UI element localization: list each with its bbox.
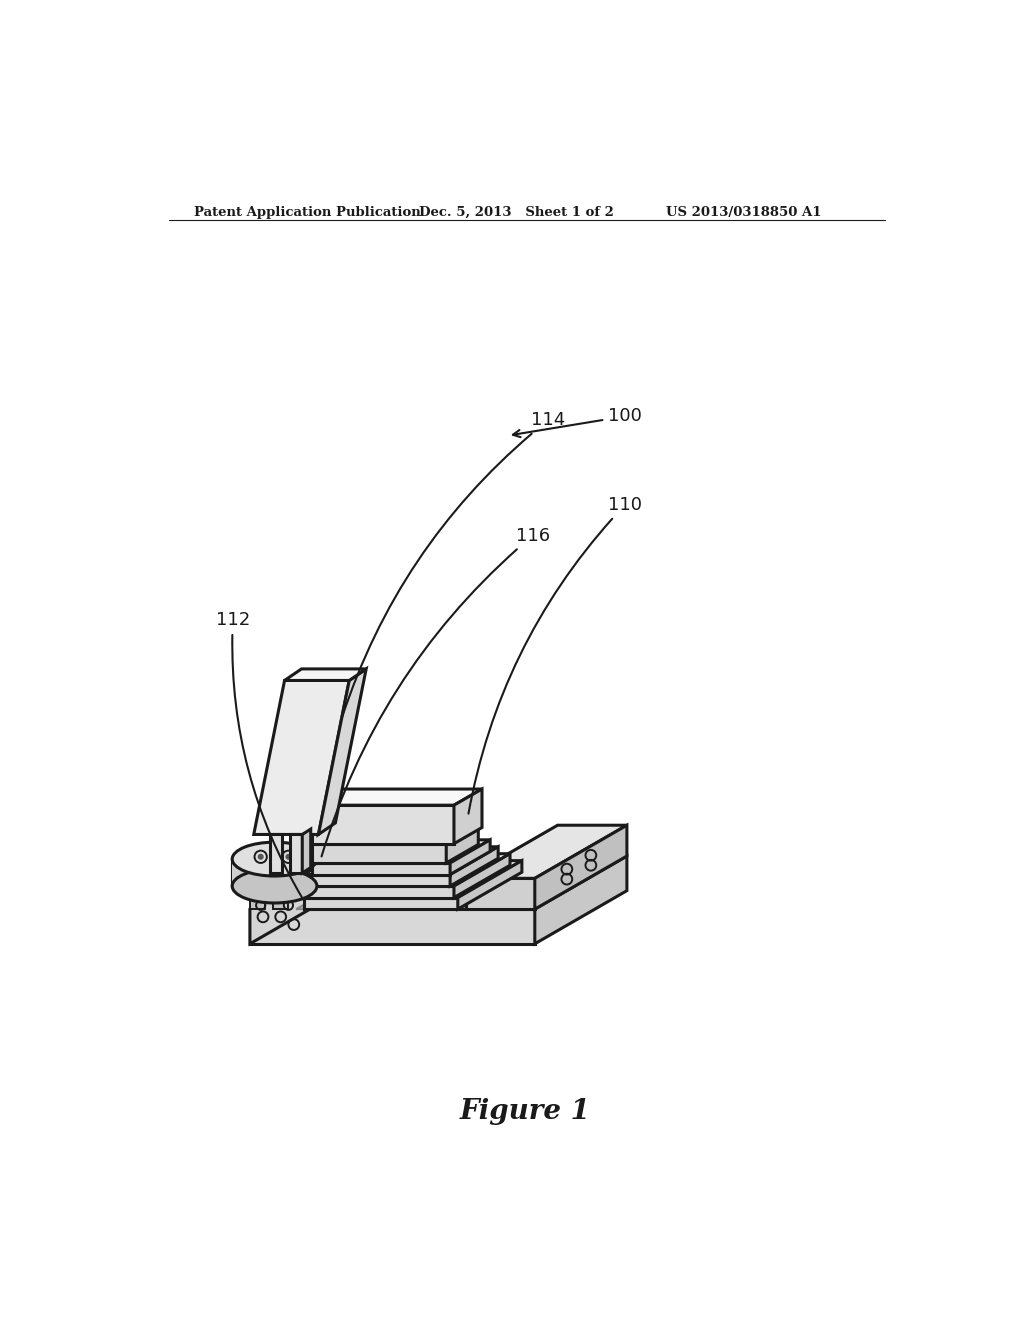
Polygon shape xyxy=(466,878,535,909)
Ellipse shape xyxy=(232,869,316,903)
Polygon shape xyxy=(311,863,451,875)
Polygon shape xyxy=(342,857,440,909)
Polygon shape xyxy=(311,805,454,843)
Polygon shape xyxy=(304,875,451,886)
Polygon shape xyxy=(311,825,478,843)
Ellipse shape xyxy=(416,876,462,888)
Polygon shape xyxy=(270,834,283,873)
Text: Dec. 5, 2013   Sheet 1 of 2: Dec. 5, 2013 Sheet 1 of 2 xyxy=(419,206,614,219)
Polygon shape xyxy=(250,857,627,909)
Ellipse shape xyxy=(232,842,316,876)
Polygon shape xyxy=(311,840,490,863)
Polygon shape xyxy=(535,857,627,944)
Text: 100: 100 xyxy=(513,408,642,437)
Polygon shape xyxy=(454,789,482,843)
Polygon shape xyxy=(273,900,289,909)
Polygon shape xyxy=(451,847,498,886)
Polygon shape xyxy=(466,825,627,878)
Circle shape xyxy=(258,854,263,859)
Polygon shape xyxy=(535,825,627,909)
Polygon shape xyxy=(250,909,535,944)
Polygon shape xyxy=(250,900,265,909)
Polygon shape xyxy=(290,834,302,873)
Polygon shape xyxy=(232,859,316,886)
Polygon shape xyxy=(254,681,349,834)
Polygon shape xyxy=(311,789,482,805)
Polygon shape xyxy=(304,861,522,898)
Text: 114: 114 xyxy=(342,412,565,717)
Text: 116: 116 xyxy=(322,527,550,857)
Polygon shape xyxy=(454,854,510,898)
Polygon shape xyxy=(458,861,522,909)
Circle shape xyxy=(286,854,291,859)
Polygon shape xyxy=(419,857,517,909)
Polygon shape xyxy=(250,847,357,900)
Text: 110: 110 xyxy=(468,496,642,813)
Text: Patent Application Publication: Patent Application Publication xyxy=(194,206,421,219)
Polygon shape xyxy=(304,898,458,909)
Polygon shape xyxy=(250,857,342,944)
Text: US 2013/0318850 A1: US 2013/0318850 A1 xyxy=(666,206,821,219)
Polygon shape xyxy=(451,840,490,875)
Polygon shape xyxy=(381,857,479,909)
Polygon shape xyxy=(304,886,454,898)
Polygon shape xyxy=(302,829,310,873)
Polygon shape xyxy=(304,854,510,886)
Text: Figure 1: Figure 1 xyxy=(460,1098,590,1125)
Polygon shape xyxy=(273,847,381,900)
Polygon shape xyxy=(318,669,367,834)
Polygon shape xyxy=(296,857,394,909)
Text: 112: 112 xyxy=(216,611,302,898)
Polygon shape xyxy=(311,843,446,863)
Polygon shape xyxy=(304,847,498,875)
Polygon shape xyxy=(446,825,478,863)
Polygon shape xyxy=(285,669,367,681)
